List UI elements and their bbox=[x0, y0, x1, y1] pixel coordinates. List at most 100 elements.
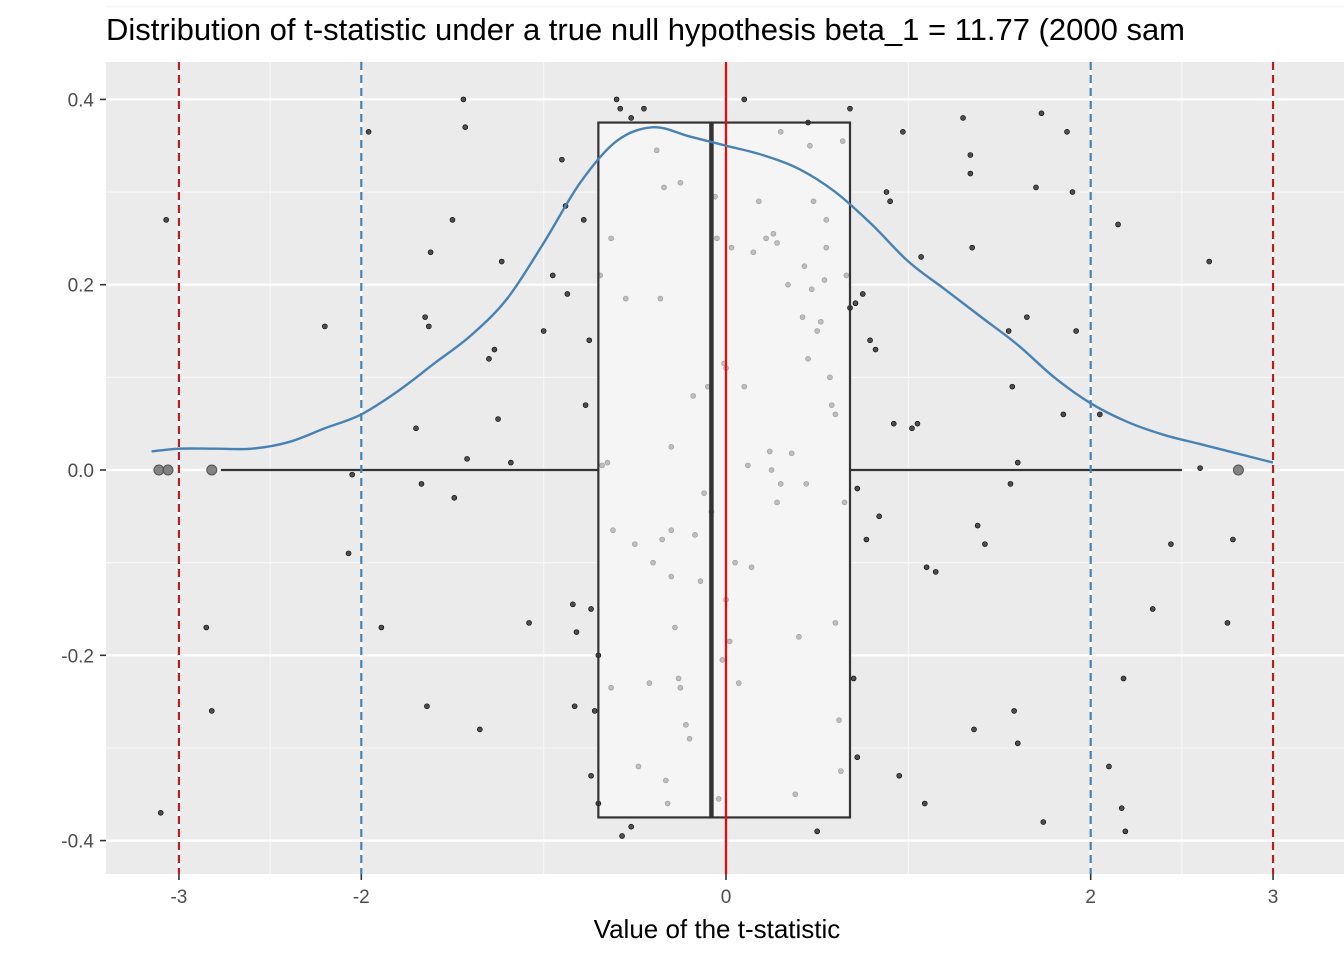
data-point bbox=[582, 402, 589, 408]
data-point bbox=[766, 448, 773, 455]
data-point bbox=[1038, 110, 1045, 117]
data-point bbox=[675, 675, 682, 682]
data-point bbox=[349, 471, 355, 478]
data-point bbox=[549, 272, 556, 279]
data-point bbox=[1033, 184, 1039, 191]
data-point bbox=[570, 601, 576, 608]
data-point bbox=[668, 573, 675, 580]
data-point bbox=[1007, 481, 1014, 487]
data-point bbox=[610, 527, 616, 534]
data-point bbox=[599, 462, 605, 469]
data-point bbox=[974, 522, 981, 529]
data-point bbox=[646, 680, 653, 686]
data-point bbox=[632, 541, 638, 547]
data-point bbox=[157, 810, 164, 816]
data-point bbox=[850, 675, 857, 682]
data-point bbox=[659, 536, 665, 543]
data-point bbox=[854, 485, 861, 492]
data-point bbox=[203, 624, 210, 631]
data-point bbox=[1005, 328, 1012, 334]
data-point bbox=[378, 624, 385, 631]
chart-title: Distribution of t-statistic under a true… bbox=[106, 12, 1185, 47]
data-point bbox=[677, 179, 684, 186]
data-point bbox=[477, 726, 483, 733]
data-point bbox=[697, 578, 704, 584]
data-point bbox=[460, 96, 467, 103]
data-point bbox=[413, 425, 419, 432]
data-point bbox=[422, 314, 428, 320]
data-point bbox=[588, 772, 594, 779]
y-tick-label: 0.2 bbox=[68, 276, 94, 297]
density-line bbox=[151, 125, 1274, 464]
data-point bbox=[863, 536, 870, 543]
data-point bbox=[365, 129, 372, 135]
data-point bbox=[750, 249, 757, 256]
data-point bbox=[1040, 819, 1047, 825]
x-axis-title: Value of the t-statistic bbox=[594, 914, 841, 944]
x-tick-label: 0 bbox=[721, 887, 732, 908]
box-overlay bbox=[153, 121, 1244, 819]
data-point bbox=[818, 318, 824, 325]
data-point bbox=[741, 96, 748, 103]
data-point bbox=[588, 606, 594, 612]
data-point bbox=[345, 550, 352, 557]
data-point bbox=[661, 184, 667, 191]
data-point bbox=[1064, 129, 1070, 135]
data-point bbox=[1115, 221, 1121, 228]
data-point bbox=[163, 217, 169, 223]
data-point bbox=[692, 532, 698, 538]
y-tick-label: -0.2 bbox=[61, 646, 94, 667]
data-point bbox=[876, 513, 882, 520]
data-point bbox=[619, 833, 625, 839]
data-point bbox=[586, 337, 593, 344]
y-tick-label: 0.4 bbox=[68, 90, 95, 111]
data-point bbox=[653, 147, 660, 154]
data-point bbox=[715, 796, 722, 802]
data-point bbox=[663, 777, 669, 784]
boxplot-outlier bbox=[1232, 464, 1244, 476]
data-point bbox=[982, 541, 988, 547]
data-point bbox=[900, 129, 906, 135]
data-point bbox=[571, 703, 578, 710]
data-point bbox=[967, 152, 974, 158]
data-point bbox=[832, 620, 839, 626]
data-point bbox=[841, 499, 848, 506]
data-point bbox=[690, 393, 696, 399]
data-point bbox=[495, 416, 501, 422]
data-point bbox=[617, 105, 624, 112]
data-point bbox=[464, 456, 470, 462]
data-point bbox=[768, 467, 775, 473]
y-tick-label: -0.4 bbox=[61, 832, 94, 853]
data-point bbox=[425, 323, 432, 330]
data-point bbox=[807, 142, 813, 149]
data-point bbox=[686, 735, 693, 742]
data-point bbox=[969, 244, 975, 251]
data-point bbox=[932, 569, 939, 575]
data-point bbox=[839, 138, 846, 144]
data-point bbox=[726, 638, 733, 645]
data-point bbox=[491, 346, 498, 353]
data-point bbox=[622, 295, 629, 302]
y-tick-label: 0.0 bbox=[68, 461, 94, 482]
data-point bbox=[867, 337, 873, 344]
data-point bbox=[735, 680, 742, 686]
data-point bbox=[591, 708, 598, 714]
data-point bbox=[580, 217, 587, 223]
data-point bbox=[668, 527, 675, 534]
data-point bbox=[641, 105, 647, 112]
data-point bbox=[821, 277, 828, 283]
data-point bbox=[486, 356, 492, 362]
boxplot-outlier bbox=[153, 464, 165, 476]
data-point bbox=[1168, 541, 1174, 547]
data-point bbox=[672, 624, 678, 631]
data-point bbox=[559, 156, 565, 163]
data-point bbox=[805, 356, 811, 362]
data-point bbox=[836, 717, 842, 723]
x-tick-label: 2 bbox=[1085, 887, 1096, 908]
data-point bbox=[843, 272, 850, 279]
data-point bbox=[801, 263, 808, 269]
x-tick-label: -3 bbox=[170, 887, 187, 908]
data-point bbox=[814, 828, 820, 835]
data-point bbox=[967, 170, 974, 177]
